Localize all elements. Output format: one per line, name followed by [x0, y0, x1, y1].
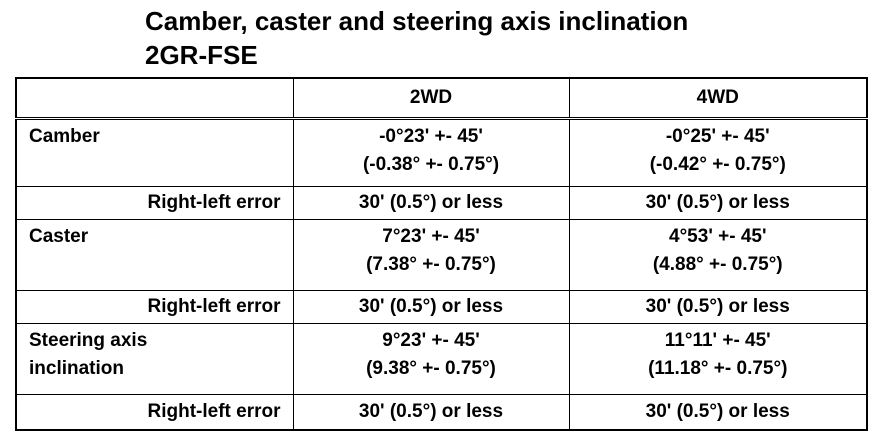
title-line: Camber, caster and steering axis inclina…: [145, 6, 689, 36]
value-cell: 30' (0.5°) or less: [292, 290, 570, 324]
value-line: 30' (0.5°) or less: [358, 192, 504, 213]
row-label: Steering axis inclination: [15, 323, 294, 395]
table-row: Steering axis inclination 9°23' +- 45' (9.3…: [15, 323, 868, 395]
value-line: (-0.38° +- 0.75°): [362, 154, 500, 175]
value-cell: 4°53' +- 45' (4.88° +- 0.75°): [568, 219, 868, 291]
value-cell: 30' (0.5°) or less: [568, 290, 868, 324]
header-cell: [15, 77, 294, 120]
value-line: 7°23' +- 45': [382, 226, 480, 247]
value-line: (11.18° +- 0.75°): [648, 358, 788, 379]
title: Camber, caster and steering axis inclina…: [145, 4, 688, 72]
value-line: 30' (0.5°) or less: [358, 401, 504, 422]
value-line: 30' (0.5°) or less: [645, 296, 790, 317]
label-line: Caster: [29, 226, 89, 247]
table-body: 2WD 4WD Camber -0°23' +- 45' (-0.38° +- 0.75…: [15, 77, 868, 431]
table-row: Caster 7°23' +- 45' (7.38° +- 0.75°) 4°53' …: [15, 219, 868, 291]
row-label: Camber: [15, 118, 294, 187]
label-line: Right-left error: [147, 296, 281, 317]
value-cell: 9°23' +- 45' (9.38° +- 0.75°): [292, 323, 570, 395]
value-cell: 7°23' +- 45' (7.38° +- 0.75°): [292, 219, 570, 291]
value-cell: -0°23' +- 45' (-0.38° +- 0.75°): [292, 118, 570, 187]
value-cell: 30' (0.5°) or less: [292, 186, 570, 220]
value-line: -0°25' +- 45': [665, 126, 770, 147]
column-header: 2WD: [292, 77, 570, 120]
value-line: 30' (0.5°) or less: [645, 401, 790, 422]
value-line: (9.38° +- 0.75°): [366, 358, 496, 379]
label-line: Steering axis: [29, 330, 148, 351]
value-cell: 11°11' +- 45' (11.18° +- 0.75°): [568, 323, 868, 395]
value-line: (7.38° +- 0.75°): [366, 254, 496, 275]
table-row: Right-left error 30' (0.5°) or less 30' (0…: [15, 290, 868, 324]
value-line: 4°53' +- 45': [669, 226, 767, 247]
column-header: 4WD: [568, 77, 868, 120]
value-line: 30' (0.5°) or less: [358, 296, 504, 317]
value-line: (4.88° +- 0.75°): [652, 254, 783, 275]
table-row: Right-left error 30' (0.5°) or less 30' (0…: [15, 186, 868, 220]
value-line: -0°23' +- 45': [379, 126, 483, 147]
label-line: inclination: [29, 358, 124, 379]
value-cell: 30' (0.5°) or less: [568, 186, 868, 220]
value-line: 9°23' +- 45': [382, 330, 480, 351]
row-label: Caster: [15, 219, 294, 291]
title-line: 2GR-FSE: [145, 40, 258, 70]
value-line: 30' (0.5°) or less: [645, 192, 790, 213]
value-line: 11°11' +- 45': [664, 330, 771, 351]
header-row: 2WD 4WD: [15, 77, 868, 120]
value-cell: 30' (0.5°) or less: [292, 394, 570, 431]
label-line: Camber: [29, 126, 100, 147]
spec-table: 2WD 4WD Camber -0°23' +- 45' (-0.38° +- 0.75…: [15, 77, 868, 431]
value-line: (-0.42° +- 0.75°): [649, 154, 786, 175]
table-row: Camber -0°23' +- 45' (-0.38° +- 0.75°) -0°2…: [15, 118, 868, 187]
value-cell: 30' (0.5°) or less: [568, 394, 868, 431]
row-label: Right-left error: [15, 290, 294, 324]
row-label: Right-left error: [15, 186, 294, 220]
label-line: Right-left error: [147, 401, 281, 422]
value-cell: -0°25' +- 45' (-0.42° +- 0.75°): [568, 118, 868, 187]
row-label: Right-left error: [15, 394, 294, 431]
table-row: Right-left error 30' (0.5°) or less 30' (0…: [15, 394, 868, 431]
label-line: Right-left error: [147, 192, 281, 213]
